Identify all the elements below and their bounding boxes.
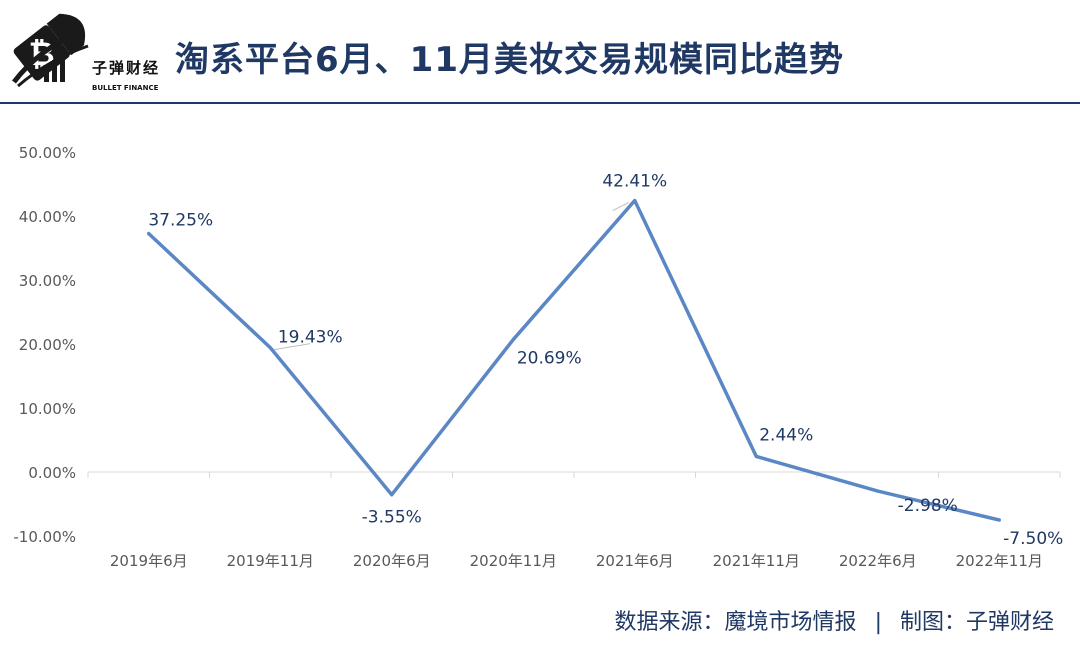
y-tick-label: 40.00% xyxy=(19,208,76,226)
x-tick-label: 2021年11月 xyxy=(713,552,800,570)
y-axis: 50.00% 40.00% 30.00% 20.00% 10.00% 0.00% -10.0… xyxy=(13,144,76,546)
data-point xyxy=(268,346,272,350)
series xyxy=(147,198,1001,522)
data-label: -3.55% xyxy=(362,508,422,528)
y-tick-label: 0.00% xyxy=(28,464,76,482)
data-point xyxy=(997,518,1001,522)
data-label: -2.98% xyxy=(898,496,958,516)
brand-name: 子弹财经 xyxy=(92,59,161,77)
data-label: 2.44% xyxy=(759,425,813,445)
chart-credit: 制图：子弹财经 xyxy=(899,610,1054,635)
x-tick-label: 2022年11月 xyxy=(956,552,1043,570)
data-label-leader xyxy=(612,202,629,212)
x-tick-label: 2019年11月 xyxy=(227,552,314,570)
data-point xyxy=(511,338,515,342)
x-axis-labels: 2019年6月 2019年11月 2020年6月 2020年11月 2021年6月 202… xyxy=(110,552,1043,570)
data-label: 42.41% xyxy=(602,172,667,192)
line-chart: 50.00% 40.00% 30.00% 20.00% 10.00% 0.00% -10.0… xyxy=(13,144,1063,570)
brand-name-english: BULLET FINANCE xyxy=(92,84,159,92)
data-point xyxy=(147,232,151,236)
footer-source: 数据来源：魔境市场情报 | 制图：子弹财经 xyxy=(615,604,1054,636)
title-divider xyxy=(0,102,1080,104)
source-credit: 数据来源：魔境市场情报 xyxy=(614,610,857,635)
data-label: -7.50% xyxy=(1003,529,1063,549)
y-tick-label: 30.00% xyxy=(19,272,76,290)
chart-title: 淘系平台6月、11月美妆交易规模同比趋势 xyxy=(175,40,844,80)
y-tick-label: 50.00% xyxy=(19,144,76,162)
data-label: 20.69% xyxy=(517,349,582,369)
x-tick-label: 2019年6月 xyxy=(110,552,188,570)
x-tick-label: 2020年6月 xyxy=(353,552,431,570)
data-point xyxy=(390,493,394,497)
data-label-leader xyxy=(274,343,311,351)
x-tick-label: 2021年6月 xyxy=(596,552,674,570)
brand-logo: ₿ 子弹财经 BULLET FINANCE xyxy=(8,10,161,92)
x-tick-label: 2020年11月 xyxy=(470,552,557,570)
footer-separator: | xyxy=(874,610,882,635)
x-tick-label: 2022年6月 xyxy=(839,552,917,570)
data-label: 37.25% xyxy=(148,211,213,231)
bitcoin-bullet-icon: ₿ xyxy=(12,13,89,88)
y-tick-label: 10.00% xyxy=(19,400,76,418)
y-tick-label: -10.00% xyxy=(13,528,76,546)
data-point xyxy=(754,454,758,458)
series-line xyxy=(147,198,1001,522)
data-point xyxy=(633,199,637,203)
y-tick-label: 20.00% xyxy=(19,336,76,354)
data-labels: 37.25% 19.43% -3.55% 20.69% 42.41% 2.44% -2.98… xyxy=(148,172,1063,549)
x-axis xyxy=(87,471,1061,478)
data-point xyxy=(876,489,880,493)
data-label: 19.43% xyxy=(278,328,343,348)
